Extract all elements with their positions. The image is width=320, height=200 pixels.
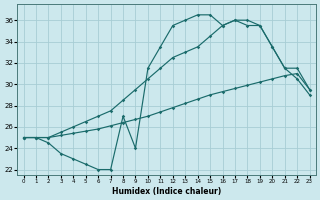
X-axis label: Humidex (Indice chaleur): Humidex (Indice chaleur) bbox=[112, 187, 221, 196]
